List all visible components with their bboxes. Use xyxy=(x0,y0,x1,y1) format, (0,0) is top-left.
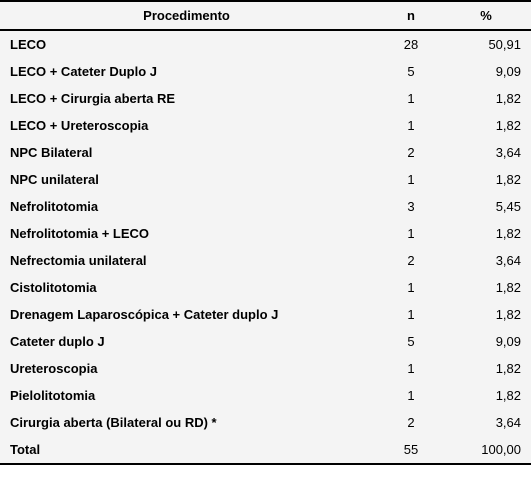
cell-n: 5 xyxy=(371,58,451,85)
table-row: Ureteroscopia 1 1,82 xyxy=(0,355,531,382)
table-row: Nefrolitotomia + LECO 1 1,82 xyxy=(0,220,531,247)
cell-n: 2 xyxy=(371,139,451,166)
cell-n: 5 xyxy=(371,328,451,355)
header-n: n xyxy=(371,2,451,29)
table-header-row: Procedimento n % xyxy=(0,0,531,31)
cell-proc: LECO + Cirurgia aberta RE xyxy=(0,85,371,112)
cell-n: 3 xyxy=(371,193,451,220)
table-row: Pielolitotomia 1 1,82 xyxy=(0,382,531,409)
table-row-total: Total 55 100,00 xyxy=(0,436,531,465)
table-row: LECO + Ureteroscopia 1 1,82 xyxy=(0,112,531,139)
cell-n: 2 xyxy=(371,409,451,436)
cell-n: 1 xyxy=(371,382,451,409)
cell-pct: 9,09 xyxy=(451,58,531,85)
table-row: Drenagem Laparoscópica + Cateter duplo J… xyxy=(0,301,531,328)
cell-n: 1 xyxy=(371,301,451,328)
cell-proc: Cistolitotomia xyxy=(0,274,371,301)
cell-proc: Nefrolitotomia xyxy=(0,193,371,220)
cell-pct: 1,82 xyxy=(451,220,531,247)
cell-pct: 1,82 xyxy=(451,85,531,112)
cell-proc: Ureteroscopia xyxy=(0,355,371,382)
table-row: Cirurgia aberta (Bilateral ou RD) * 2 3,… xyxy=(0,409,531,436)
cell-proc: Nefrolitotomia + LECO xyxy=(0,220,371,247)
cell-pct: 5,45 xyxy=(451,193,531,220)
cell-proc: Drenagem Laparoscópica + Cateter duplo J xyxy=(0,301,371,328)
cell-pct: 1,82 xyxy=(451,301,531,328)
cell-n: 1 xyxy=(371,112,451,139)
cell-pct: 1,82 xyxy=(451,274,531,301)
table-row: NPC Bilateral 2 3,64 xyxy=(0,139,531,166)
cell-pct: 3,64 xyxy=(451,409,531,436)
table-row: Cistolitotomia 1 1,82 xyxy=(0,274,531,301)
table-row: Cateter duplo J 5 9,09 xyxy=(0,328,531,355)
cell-n: 1 xyxy=(371,85,451,112)
cell-n: 1 xyxy=(371,220,451,247)
cell-pct: 1,82 xyxy=(451,112,531,139)
cell-pct: 3,64 xyxy=(451,247,531,274)
cell-n: 55 xyxy=(371,436,451,463)
table-row: LECO + Cirurgia aberta RE 1 1,82 xyxy=(0,85,531,112)
cell-n: 1 xyxy=(371,166,451,193)
cell-proc: Pielolitotomia xyxy=(0,382,371,409)
cell-proc: Nefrectomia unilateral xyxy=(0,247,371,274)
header-pct: % xyxy=(451,2,531,29)
procedures-table: Procedimento n % LECO 28 50,91 LECO + Ca… xyxy=(0,0,531,465)
cell-proc: LECO + Cateter Duplo J xyxy=(0,58,371,85)
cell-proc: Total xyxy=(0,436,371,463)
cell-n: 1 xyxy=(371,274,451,301)
cell-pct: 1,82 xyxy=(451,382,531,409)
cell-proc: LECO xyxy=(0,31,371,58)
table-row: Nefrectomia unilateral 2 3,64 xyxy=(0,247,531,274)
cell-proc: Cateter duplo J xyxy=(0,328,371,355)
cell-pct: 9,09 xyxy=(451,328,531,355)
cell-pct: 3,64 xyxy=(451,139,531,166)
cell-n: 1 xyxy=(371,355,451,382)
cell-proc: LECO + Ureteroscopia xyxy=(0,112,371,139)
cell-pct: 1,82 xyxy=(451,166,531,193)
table-row: LECO 28 50,91 xyxy=(0,31,531,58)
cell-proc: Cirurgia aberta (Bilateral ou RD) * xyxy=(0,409,371,436)
table-row: LECO + Cateter Duplo J 5 9,09 xyxy=(0,58,531,85)
header-procedimento: Procedimento xyxy=(0,2,371,29)
cell-proc: NPC unilateral xyxy=(0,166,371,193)
table-row: Nefrolitotomia 3 5,45 xyxy=(0,193,531,220)
cell-proc: NPC Bilateral xyxy=(0,139,371,166)
cell-pct: 50,91 xyxy=(451,31,531,58)
cell-n: 2 xyxy=(371,247,451,274)
cell-n: 28 xyxy=(371,31,451,58)
table-row: NPC unilateral 1 1,82 xyxy=(0,166,531,193)
cell-pct: 1,82 xyxy=(451,355,531,382)
cell-pct: 100,00 xyxy=(451,436,531,463)
